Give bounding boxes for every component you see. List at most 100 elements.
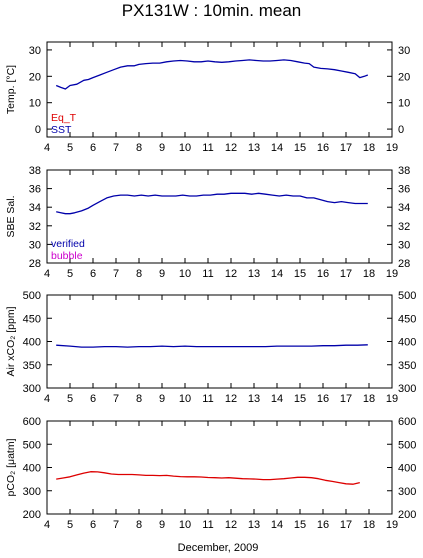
y-tick-label-left: 600 [23,416,41,428]
y-tick-label-right: 500 [398,290,416,302]
x-tick-label: 12 [225,268,237,280]
x-tick-label: 8 [136,519,142,531]
x-tick-label: 15 [294,142,306,154]
x-tick-label: 13 [248,393,260,405]
y-tick-label-right: 0 [398,124,404,136]
x-tick-label: 17 [340,393,352,405]
y-tick-label-right: 200 [398,509,416,521]
x-tick-label: 18 [363,142,375,154]
series-line-series-1 [56,471,360,485]
x-axis-label: December, 2009 [178,542,259,554]
y-tick-label-left: 300 [23,486,41,498]
y-tick-label-right: 600 [398,416,416,428]
y-tick-label-left: 10 [29,98,41,110]
x-tick-label: 16 [317,268,329,280]
x-tick-label: 6 [90,393,96,405]
y-axis-label: Temp. [°C] [5,65,17,114]
y-tick-label-right: 400 [398,463,416,475]
y-tick-label-right: 30 [398,239,410,251]
y-tick-label-right: 34 [398,202,410,214]
x-tick-label: 11 [202,393,213,405]
y-tick-label-left: 0 [35,124,41,136]
y-axis-label: SBE Sal. [5,195,17,237]
x-tick-label: 5 [67,393,73,405]
x-tick-label: 16 [317,142,329,154]
x-tick-label: 19 [386,519,398,531]
y-tick-label-left: 32 [29,221,41,233]
x-tick-label: 7 [113,268,119,280]
y-tick-label-right: 350 [398,360,416,372]
y-tick-label-left: 400 [23,337,41,349]
y-tick-label-left: 30 [29,239,41,251]
series-line-series-1 [56,344,368,348]
x-tick-label: 17 [340,142,352,154]
x-tick-label: 7 [113,393,119,405]
y-tick-label-left: 28 [29,258,41,270]
y-tick-label-right: 30 [398,45,410,57]
x-tick-label: 10 [179,142,191,154]
x-tick-label: 4 [44,268,50,280]
x-tick-label: 5 [67,268,73,280]
x-tick-label: 9 [159,142,165,154]
y-tick-label-left: 38 [29,165,41,177]
x-tick-label: 17 [340,268,352,280]
x-tick-label: 19 [386,393,398,405]
x-tick-label: 10 [179,519,191,531]
x-tick-label: 13 [248,142,260,154]
y-tick-label-left: 500 [23,439,41,451]
x-tick-label: 5 [67,519,73,531]
x-tick-label: 9 [159,393,165,405]
series-line-verified [56,192,368,215]
x-tick-label: 13 [248,519,260,531]
y-tick-label-left: 450 [23,313,41,325]
y-tick-label-left: 36 [29,184,41,196]
series-line-sst [55,59,369,90]
x-tick-label: 12 [225,142,237,154]
x-tick-label: 19 [386,268,398,280]
plot-frame [46,41,393,138]
x-tick-label: 14 [271,268,283,280]
legend-entry-eq-t: Eq_T [51,112,77,124]
legend-entry-bubble: bubble [51,250,83,262]
x-tick-label: 7 [113,142,119,154]
x-tick-label: 18 [363,393,375,405]
x-tick-label: 16 [317,393,329,405]
y-axis-label: Air xCO₂ [ppm] [5,306,17,376]
y-tick-label-left: 34 [29,202,41,214]
x-tick-label: 14 [271,519,283,531]
plot-frame [46,420,393,515]
x-tick-label: 11 [202,519,213,531]
x-tick-label: 4 [44,142,50,154]
y-tick-label-right: 300 [398,486,416,498]
x-tick-label: 8 [136,393,142,405]
y-tick-label-left: 20 [29,71,41,83]
x-tick-label: 6 [90,268,96,280]
x-tick-label: 6 [90,519,96,531]
x-tick-label: 7 [113,519,119,531]
x-tick-label: 12 [225,519,237,531]
x-tick-label: 5 [67,142,73,154]
x-tick-label: 10 [179,268,191,280]
y-tick-label-left: 200 [23,509,41,521]
x-tick-label: 8 [136,268,142,280]
x-tick-label: 18 [363,268,375,280]
x-tick-label: 4 [44,393,50,405]
legend-entry-verified: verified [51,238,85,250]
x-tick-label: 15 [294,268,306,280]
y-tick-label-right: 32 [398,221,410,233]
y-tick-label-left: 500 [23,290,41,302]
x-tick-label: 15 [294,393,306,405]
y-tick-label-right: 500 [398,439,416,451]
y-tick-label-right: 10 [398,98,410,110]
y-tick-label-left: 300 [23,383,41,395]
x-tick-label: 16 [317,519,329,531]
x-tick-label: 12 [225,393,237,405]
plot-frame [46,169,393,264]
plot-frame [46,294,393,389]
y-tick-label-left: 400 [23,463,41,475]
